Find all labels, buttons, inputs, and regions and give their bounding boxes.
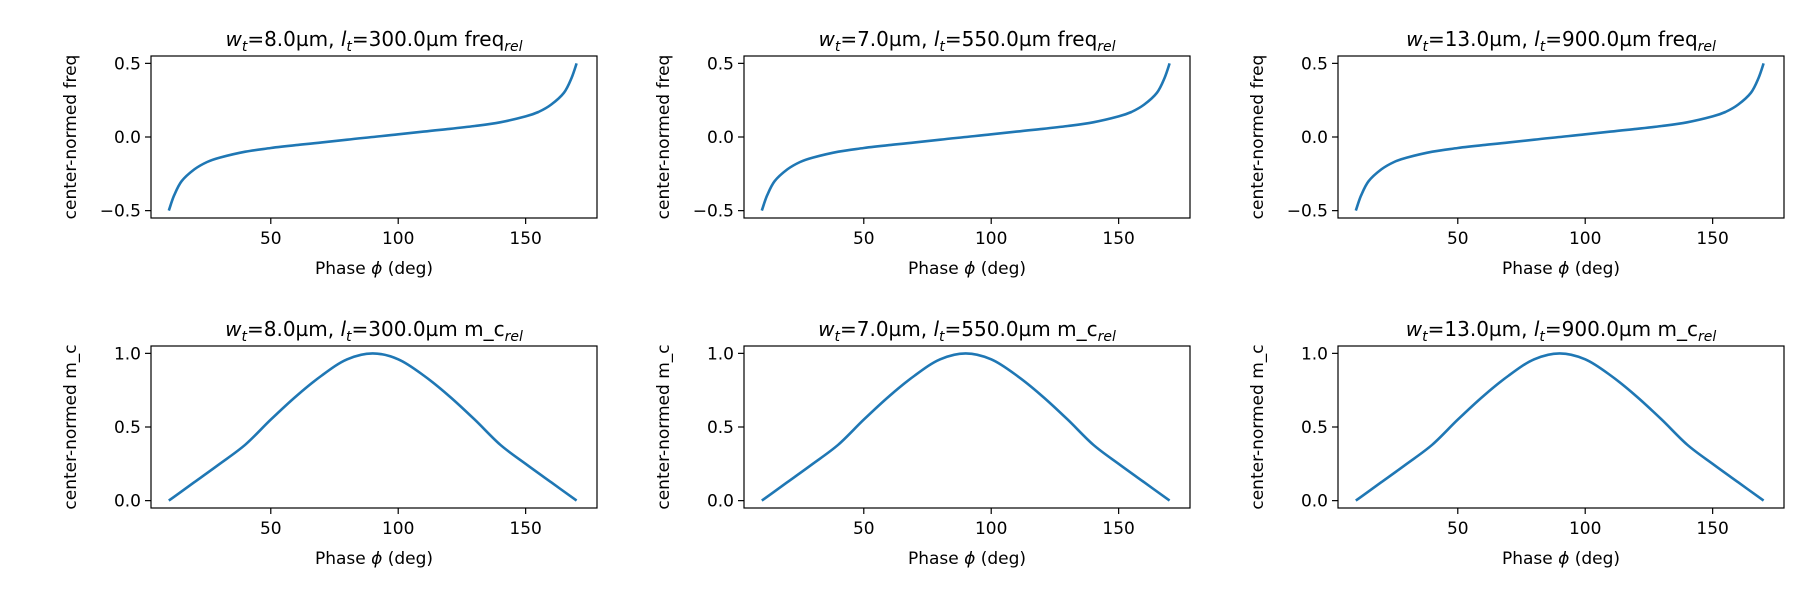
x-tick-label: 50: [1447, 519, 1469, 539]
subplot-title: wt=13.0µm, lt=900.0µm freqrel: [1406, 27, 1716, 55]
x-axis-label: Phase ϕ (deg): [908, 259, 1026, 279]
y-tick-label: −0.5: [693, 202, 734, 222]
series-line: [168, 352, 578, 502]
x-tick-label: 150: [509, 519, 541, 539]
y-axis-label: center-normed freq: [1248, 55, 1268, 220]
y-tick-label: 0.5: [114, 54, 141, 74]
subplot-2: wt=7.0µm, lt=550.0µm freqrel 50 100 150 −0.5…: [654, 27, 1191, 279]
y-tick-label: 0.5: [707, 54, 734, 74]
x-axis-label: Phase ϕ (deg): [315, 549, 433, 569]
y-axis-label: center-normed freq: [654, 55, 674, 220]
x-tick-label: 50: [1447, 229, 1469, 249]
y-tick-label: −0.5: [1287, 202, 1328, 222]
y-axis-label: center-normed freq: [61, 55, 81, 220]
y-tick-label: 0.0: [114, 128, 141, 148]
axes-frame: [150, 345, 598, 509]
y-tick-label: 1.0: [1301, 344, 1328, 364]
x-tick-label: 100: [975, 519, 1007, 539]
x-tick-label: 50: [260, 519, 282, 539]
x-tick-label: 50: [853, 229, 875, 249]
y-tick-label: 0.0: [114, 492, 141, 512]
axes-frame: [743, 345, 1191, 509]
y-tick-label: 0.0: [1301, 492, 1328, 512]
subplot-3: wt=13.0µm, lt=900.0µm freqrel 50 100 150 −0.…: [1248, 27, 1785, 279]
x-tick-label: 100: [382, 229, 414, 249]
y-axis-label: center-normed m_c: [654, 344, 674, 509]
subplot-title: wt=8.0µm, lt=300.0µm freqrel: [225, 27, 522, 55]
x-tick-label: 50: [260, 229, 282, 249]
y-tick-label: 0.0: [1301, 128, 1328, 148]
y-tick-label: 0.5: [114, 418, 141, 438]
x-axis-label: Phase ϕ (deg): [908, 549, 1026, 569]
y-tick-label: 0.5: [1301, 418, 1328, 438]
x-tick-label: 100: [975, 229, 1007, 249]
y-tick-label: 0.5: [707, 418, 734, 438]
y-tick-label: 0.5: [1301, 54, 1328, 74]
y-tick-label: −0.5: [100, 202, 141, 222]
y-tick-label: 0.0: [707, 492, 734, 512]
y-tick-label: 0.0: [707, 128, 734, 148]
subplot-6: wt=13.0µm, lt=900.0µm m_crel 50 100 150 0.0 0…: [1248, 317, 1785, 569]
subplot-5: wt=7.0µm, lt=550.0µm m_crel 50 100 150 0.0 0.…: [654, 317, 1191, 569]
x-tick-label: 150: [1696, 519, 1728, 539]
y-axis-label: center-normed m_c: [1248, 344, 1268, 509]
x-tick-label: 150: [509, 229, 541, 249]
x-tick-label: 150: [1696, 229, 1728, 249]
subplot-title: wt=8.0µm, lt=300.0µm m_crel: [225, 317, 523, 345]
y-tick-label: 1.0: [707, 344, 734, 364]
subplot-title: wt=7.0µm, lt=550.0µm m_crel: [818, 317, 1116, 345]
x-tick-label: 100: [1569, 229, 1601, 249]
subplot-4: wt=8.0µm, lt=300.0µm m_crel 50 100 150 0.0 0.…: [61, 317, 598, 569]
series-line: [760, 62, 1171, 212]
subplot-title: wt=7.0µm, lt=550.0µm freqrel: [818, 27, 1115, 55]
subplot-1: wt=8.0µm, lt=300.0µm freqrel 50 100 150 −0.5…: [61, 27, 598, 279]
x-tick-label: 150: [1102, 229, 1134, 249]
x-axis-label: Phase ϕ (deg): [1502, 549, 1620, 569]
x-axis-label: Phase ϕ (deg): [1502, 259, 1620, 279]
axes-frame: [1337, 345, 1785, 509]
x-tick-label: 150: [1102, 519, 1134, 539]
y-axis-label: center-normed m_c: [61, 344, 81, 509]
subplot-title: wt=13.0µm, lt=900.0µm m_crel: [1406, 317, 1717, 345]
series-line: [1354, 62, 1765, 212]
series-line: [167, 62, 578, 212]
y-tick-label: 1.0: [114, 344, 141, 364]
series-line: [761, 352, 1171, 502]
x-tick-label: 100: [1569, 519, 1601, 539]
series-line: [1355, 352, 1765, 502]
x-tick-label: 50: [853, 519, 875, 539]
x-tick-label: 100: [382, 519, 414, 539]
x-axis-label: Phase ϕ (deg): [315, 259, 433, 279]
